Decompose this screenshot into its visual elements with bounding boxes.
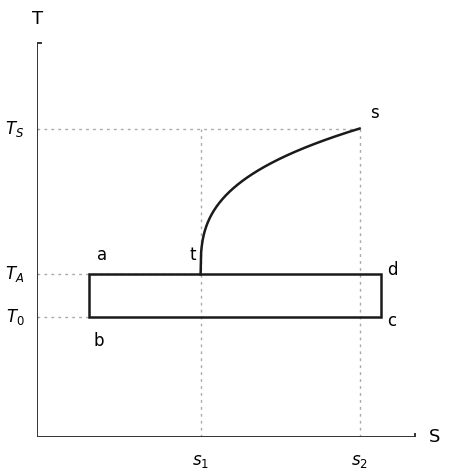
- Text: $T_0$: $T_0$: [6, 307, 24, 327]
- Text: s: s: [370, 104, 379, 122]
- Text: $s_2$: $s_2$: [351, 452, 368, 470]
- Text: $T_A$: $T_A$: [5, 264, 24, 285]
- Text: b: b: [93, 332, 104, 350]
- Text: $T_S$: $T_S$: [5, 119, 24, 139]
- Text: $s_1$: $s_1$: [192, 452, 209, 470]
- Bar: [89, 275, 381, 317]
- Text: c: c: [388, 313, 397, 331]
- Text: d: d: [388, 261, 398, 279]
- Text: a: a: [98, 246, 108, 264]
- Text: S: S: [428, 428, 440, 446]
- Text: t: t: [190, 246, 196, 264]
- Text: T: T: [32, 10, 43, 28]
